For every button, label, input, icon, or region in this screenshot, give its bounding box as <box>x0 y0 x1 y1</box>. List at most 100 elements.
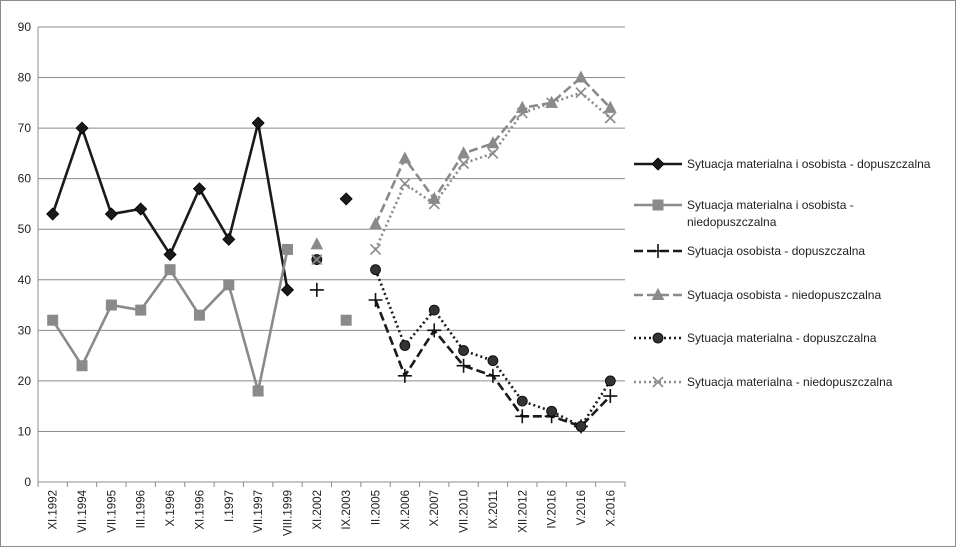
series-4 <box>310 70 617 250</box>
x-tick-label: X.2007 <box>429 490 441 526</box>
series-line <box>374 91 612 250</box>
data-point-plus <box>485 368 500 383</box>
data-point-square <box>105 299 117 311</box>
legend-label: Sytuacja materialna i osobista - dopuszc… <box>687 157 931 171</box>
data-point-x <box>399 178 411 190</box>
legend-label: Sytuacja materialna i osobista - <box>687 198 854 212</box>
data-point-diamond <box>651 157 665 171</box>
data-point-square <box>252 385 264 397</box>
y-axis: 0 10 20 30 40 50 60 70 80 90 <box>18 20 39 489</box>
data-point-circle <box>546 405 558 417</box>
x-tick-label: VIII.1999 <box>282 490 294 536</box>
y-tick-label: 90 <box>18 20 32 34</box>
data-point-circle <box>428 304 440 316</box>
gridlines <box>38 26 625 432</box>
x-tick-label: III.1996 <box>136 490 148 528</box>
legend-label: Sytuacja osobista - dopuszczalna <box>687 244 865 258</box>
legend-item-3: Sytuacja osobista - dopuszczalna <box>634 244 865 258</box>
series-line <box>374 269 612 428</box>
data-point-triangle <box>486 136 500 149</box>
data-point-x <box>311 253 323 266</box>
data-point-plus <box>427 323 442 338</box>
data-point-circle <box>487 355 499 367</box>
y-tick-label: 30 <box>18 323 32 337</box>
data-point-triangle <box>515 100 529 113</box>
data-point-plus <box>397 368 412 383</box>
data-point-diamond <box>134 202 148 216</box>
series-group <box>46 70 618 434</box>
data-point-diamond <box>75 121 89 135</box>
data-point-square <box>76 360 88 372</box>
data-point-triangle <box>574 70 588 83</box>
data-point-circle <box>575 420 587 432</box>
data-point-x <box>604 112 616 124</box>
y-tick-label: 40 <box>18 273 32 287</box>
legend-item-5: Sytuacja materialna - dopuszczalna <box>634 331 877 345</box>
x-tick-label: X.1996 <box>165 490 177 526</box>
data-point-x <box>369 243 382 256</box>
legend: Sytuacja materialna i osobista - dopuszc… <box>634 157 931 389</box>
data-point-diamond <box>192 182 206 196</box>
data-point-square <box>281 243 293 255</box>
data-point-circle <box>652 332 664 344</box>
data-point-diamond <box>222 232 236 246</box>
y-tick-label: 10 <box>18 424 32 438</box>
data-point-x <box>575 87 587 99</box>
legend-item-6: Sytuacja materialna - niedopuszczalna <box>634 375 893 389</box>
data-point-square <box>340 314 352 326</box>
series-2 <box>47 243 352 397</box>
data-point-diamond <box>280 283 295 297</box>
data-point-plus <box>603 389 618 404</box>
legend-item-2: Sytuacja materialna i osobista - niedopus… <box>634 198 854 229</box>
data-point-triangle <box>457 146 470 159</box>
data-point-circle <box>458 345 469 356</box>
legend-label: Sytuacja osobista - niedopuszczalna <box>687 288 881 302</box>
x-axis: XI.1992 VII.1994 VII.1995 III.1996 X.1996 XI.… <box>37 481 626 536</box>
series-5 <box>311 254 616 432</box>
data-point-triangle <box>310 237 324 250</box>
legend-label: Sytuacja materialna - dopuszczalna <box>687 331 877 345</box>
data-point-square <box>47 314 59 326</box>
y-tick-label: 20 <box>18 374 32 388</box>
series-1 <box>46 116 353 297</box>
data-point-square <box>223 279 235 291</box>
data-point-diamond <box>104 207 118 221</box>
data-point-plus <box>309 282 324 297</box>
legend-label: Sytuacja materialna - niedopuszczalna <box>687 375 893 389</box>
series-3 <box>309 282 618 434</box>
x-tick-label: VII.2010 <box>459 490 471 533</box>
data-point-diamond <box>251 116 265 130</box>
data-point-x <box>546 97 558 109</box>
data-point-square <box>164 264 176 276</box>
data-point-x <box>652 376 664 388</box>
data-point-circle <box>399 340 411 351</box>
x-tick-label: II.2005 <box>371 490 383 525</box>
x-tick-label: VII.1997 <box>253 490 265 533</box>
data-point-square <box>652 199 664 211</box>
x-tick-label: VII.1995 <box>106 490 118 533</box>
y-tick-label: 0 <box>24 475 31 489</box>
x-tick-label: IX.2003 <box>341 490 353 530</box>
data-point-triangle <box>398 151 412 164</box>
data-point-square <box>135 304 147 316</box>
data-point-square <box>193 309 205 321</box>
y-tick-label: 70 <box>18 121 32 135</box>
x-tick-label: X.2016 <box>605 490 617 526</box>
legend-label: niedopuszczalna <box>687 215 777 229</box>
x-tick-label: I.1997 <box>224 490 236 522</box>
data-point-plus <box>651 244 665 258</box>
x-tick-label: XII.2012 <box>517 490 529 533</box>
y-tick-label: 50 <box>18 222 32 236</box>
x-tick-label: XI.1996 <box>194 490 206 530</box>
data-point-x <box>428 198 440 210</box>
data-point-plus <box>515 409 530 424</box>
y-tick-label: 80 <box>18 71 32 85</box>
data-point-plus <box>456 358 471 373</box>
data-point-triangle <box>427 191 441 204</box>
x-tick-label: XI.2006 <box>400 490 412 530</box>
data-point-triangle <box>603 100 617 113</box>
x-tick-label: V.2016 <box>576 490 588 525</box>
x-tick-label: XI.1992 <box>48 490 60 530</box>
